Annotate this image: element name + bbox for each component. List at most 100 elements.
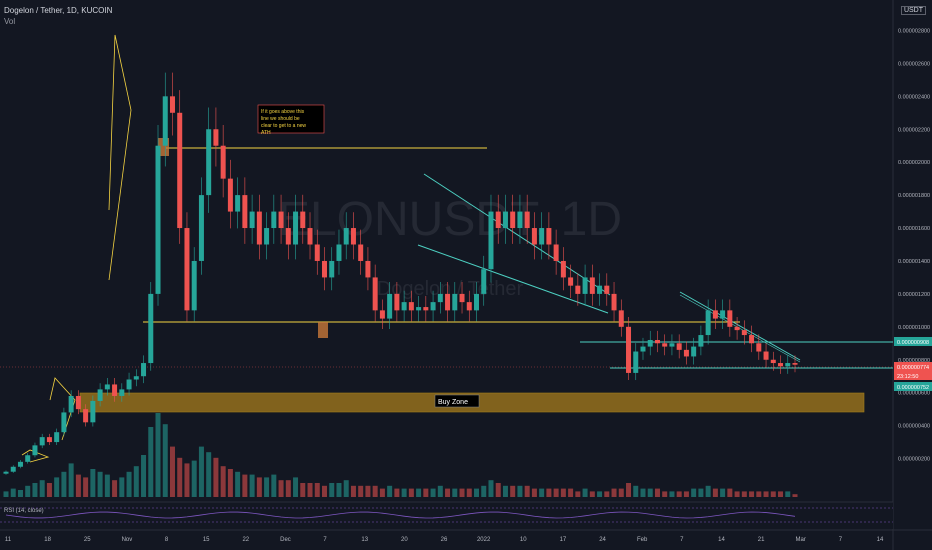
volume-bar [524,485,530,497]
volume-bar [169,446,175,497]
volume-bar [379,488,385,497]
trend-line-feb-2 [679,294,801,363]
candle-body [481,269,487,294]
symbol-title[interactable]: Dogelon / Tether, 1D, KUCOIN [4,6,113,15]
volume-bar [604,491,610,497]
volume-bar [712,488,718,497]
candle-body [792,363,798,365]
candle-body [3,471,9,474]
volume-bar [155,413,161,497]
y-tick-label: 0.000002200 [898,127,930,133]
volume-bar [141,455,147,497]
volume-bar [227,469,233,497]
candle-body [32,445,38,456]
volume-bar [242,474,248,497]
volume-bar [633,485,639,497]
volume-bar [119,477,125,497]
x-tick-label: 8 [165,537,169,543]
volume-bar [517,485,523,497]
candle-body [763,351,769,360]
volume-bar [350,485,356,497]
volume-bar [437,485,443,497]
x-tick-label: 26 [441,537,448,543]
ath-note-box [257,104,325,134]
candle-body [307,228,313,245]
candle-body [734,326,740,331]
candle-body [437,293,443,303]
pennant-oct [49,377,76,441]
candle-body [119,389,125,396]
volume-bar [474,488,480,497]
y-tick-label: 0.000000200 [898,457,930,463]
candle-body [133,376,139,380]
volume-bar [372,485,378,497]
candle-body [691,346,697,357]
y-tick-label: 0.000002400 [898,94,930,100]
volume-bar [3,491,9,497]
volume-bar [481,485,487,497]
volume-bar [25,485,31,497]
volume-bar [459,488,465,497]
candle-body [698,335,704,347]
volume-bar [502,485,508,497]
candle-body [669,343,675,347]
volume-bar [104,474,110,497]
volume-label: Vol [4,17,16,26]
lower-price-tag-bg [894,382,932,391]
candle-body [553,244,559,261]
x-tick-label: 25 [84,537,91,543]
volume-bar [792,494,798,497]
candle-body [343,228,349,245]
y-tick-label: 0.000001000 [898,325,930,331]
x-tick-label: 15 [203,537,210,543]
volume-bar [198,446,204,497]
volume-bar [430,488,436,497]
volume-bar [39,480,45,497]
volume-bar [329,483,335,497]
candle-body [778,363,784,367]
volume-bar [68,463,74,497]
volume-bar [785,491,791,497]
volume-bar [553,488,559,497]
volume-bar [90,469,96,497]
currency-badge[interactable]: USDT [900,6,926,15]
candle-body [293,211,299,245]
volume-bar [466,488,472,497]
volume-bar [83,477,89,497]
candle-body [148,293,154,364]
candle-body [358,244,364,261]
candle-body [394,293,400,311]
x-tick-label: Dec [280,537,291,543]
candle-body [741,330,747,336]
x-tick-label: 22 [242,537,249,543]
volume-bar [401,488,407,497]
candle-body [683,349,689,357]
candle-body [278,211,284,229]
countdown-tag-bg [894,371,932,380]
y-tick-label: 0.000001400 [898,259,930,265]
candle-body [654,339,660,344]
watermark-name: Dogelon / Tether [377,278,524,300]
candle-body [662,343,668,347]
candle-body [17,461,23,467]
rsi-label: RSI (14, close) [4,508,44,514]
candle-body [611,293,617,311]
volume-bar [647,488,653,497]
candle-body [575,285,581,294]
x-tick-label: 13 [361,537,368,543]
buy-zone-label: Buy Zone [438,399,468,406]
candle-body [633,351,639,373]
volume-bar [640,488,646,497]
volume-bar [61,471,67,497]
candle-body [531,228,537,245]
candle-body [213,129,219,146]
volume-bar [321,485,327,497]
candle-body [756,343,762,352]
y-tick-label: 0.000001600 [898,226,930,232]
lower-price-tag: 0.000000752 [897,385,929,391]
volume-bar [133,466,139,497]
volume-bar [546,488,552,497]
last-price-tag: 0.000000774 [897,365,929,371]
candle-body [336,244,342,261]
